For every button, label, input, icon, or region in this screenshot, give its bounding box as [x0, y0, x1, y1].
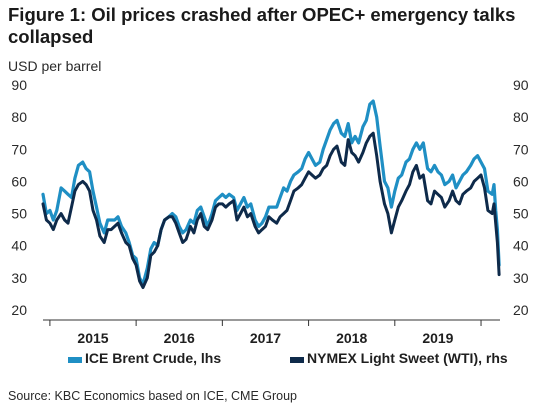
y-tick-label-right: 80	[513, 109, 529, 125]
y-tick-label-left: 30	[11, 270, 27, 286]
y-tick-label-left: 40	[11, 238, 27, 254]
y-tick-label-right: 60	[513, 173, 529, 189]
y-tick-label-right: 30	[513, 270, 529, 286]
y-tick-label-right: 90	[513, 77, 529, 93]
y-tick-label-left: 20	[11, 302, 27, 318]
y-tick-label-left: 60	[11, 173, 27, 189]
y-tick-label-right: 40	[513, 238, 529, 254]
series-layer	[41, 99, 501, 289]
series-line-wti	[41, 131, 501, 289]
x-tick-label: 2018	[336, 330, 367, 346]
legend-label: NYMEX Light Sweet (WTI), rhs	[307, 350, 508, 366]
x-tick-label: 2015	[77, 330, 108, 346]
chart-title: Figure 1: Oil prices crashed after OPEC+…	[8, 4, 516, 47]
y-tick-label-left: 70	[11, 141, 27, 157]
y-tick-label-right: 20	[513, 302, 529, 318]
x-tick-label: 2017	[250, 330, 281, 346]
x-tick-label: 2016	[164, 330, 195, 346]
x-tick-label: 2019	[422, 330, 453, 346]
axes-layer: 20 20 30 30 40 40 50 50 60 60 70 70 80 80 90 90 2015 2016…	[11, 77, 528, 346]
unit-label: USD per barrel	[8, 58, 102, 74]
y-tick-label-left: 50	[11, 206, 27, 222]
y-tick-label-left: 80	[11, 109, 27, 125]
series-line-brent	[41, 99, 501, 286]
legend-label: ICE Brent Crude, lhs	[85, 350, 221, 366]
legend-swatch	[290, 357, 304, 363]
legend-swatch	[68, 357, 82, 363]
source-note: Source: KBC Economics based on ICE, CME …	[8, 389, 298, 403]
y-tick-label-left: 90	[11, 77, 27, 93]
y-tick-label-right: 70	[513, 141, 529, 157]
y-tick-label-right: 50	[513, 206, 529, 222]
legend-layer: ICE Brent Crude, lhs NYMEX Light Sweet (W…	[68, 350, 508, 366]
